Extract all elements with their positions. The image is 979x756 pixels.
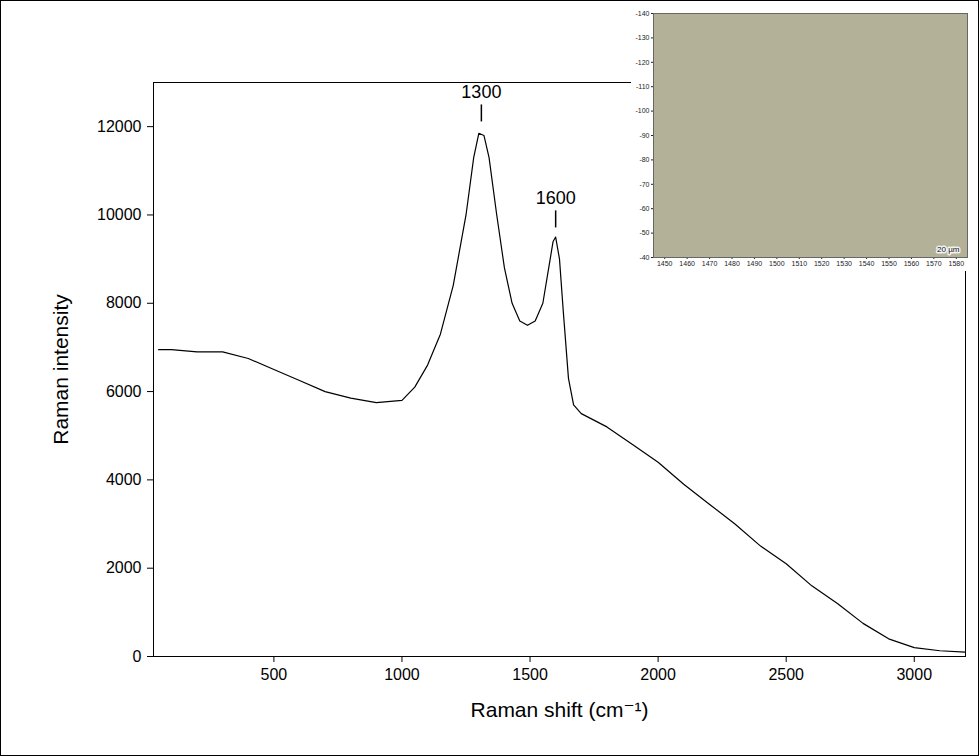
svg-text:1530: 1530 <box>836 260 852 267</box>
svg-text:1570: 1570 <box>926 260 942 267</box>
svg-text:1470: 1470 <box>702 260 718 267</box>
svg-text:1520: 1520 <box>814 260 830 267</box>
svg-text:-140: -140 <box>635 10 649 17</box>
svg-text:-50: -50 <box>639 229 649 236</box>
svg-text:Raman shift (cm⁻¹): Raman shift (cm⁻¹) <box>471 698 649 721</box>
svg-text:10000: 10000 <box>97 206 142 223</box>
svg-text:1540: 1540 <box>859 260 875 267</box>
svg-text:1560: 1560 <box>904 260 920 267</box>
svg-text:1300: 1300 <box>461 82 501 102</box>
svg-text:2000: 2000 <box>106 559 142 576</box>
svg-text:Raman intensity: Raman intensity <box>49 294 72 445</box>
svg-text:500: 500 <box>261 666 288 683</box>
svg-text:-80: -80 <box>639 156 649 163</box>
svg-text:1510: 1510 <box>791 260 807 267</box>
svg-text:1460: 1460 <box>679 260 695 267</box>
svg-text:8000: 8000 <box>106 294 142 311</box>
svg-text:1490: 1490 <box>747 260 763 267</box>
svg-text:4000: 4000 <box>106 471 142 488</box>
svg-text:-60: -60 <box>639 205 649 212</box>
svg-text:6000: 6000 <box>106 383 142 400</box>
svg-text:-70: -70 <box>639 181 649 188</box>
svg-text:1600: 1600 <box>536 188 576 208</box>
svg-text:-100: -100 <box>635 107 649 114</box>
svg-text:1500: 1500 <box>512 666 548 683</box>
svg-text:0: 0 <box>133 648 142 665</box>
svg-text:20 µm: 20 µm <box>937 245 960 254</box>
svg-text:2000: 2000 <box>640 666 676 683</box>
svg-text:-40: -40 <box>639 254 649 261</box>
svg-text:1500: 1500 <box>769 260 785 267</box>
svg-text:1550: 1550 <box>881 260 897 267</box>
svg-text:-130: -130 <box>635 34 649 41</box>
svg-text:1480: 1480 <box>724 260 740 267</box>
svg-text:-90: -90 <box>639 132 649 139</box>
svg-text:-120: -120 <box>635 59 649 66</box>
svg-text:-110: -110 <box>636 83 650 90</box>
svg-text:3000: 3000 <box>896 666 932 683</box>
svg-text:12000: 12000 <box>97 118 142 135</box>
svg-text:1000: 1000 <box>384 666 420 683</box>
svg-text:2500: 2500 <box>768 666 804 683</box>
svg-text:1450: 1450 <box>657 260 673 267</box>
svg-text:1580: 1580 <box>948 260 964 267</box>
